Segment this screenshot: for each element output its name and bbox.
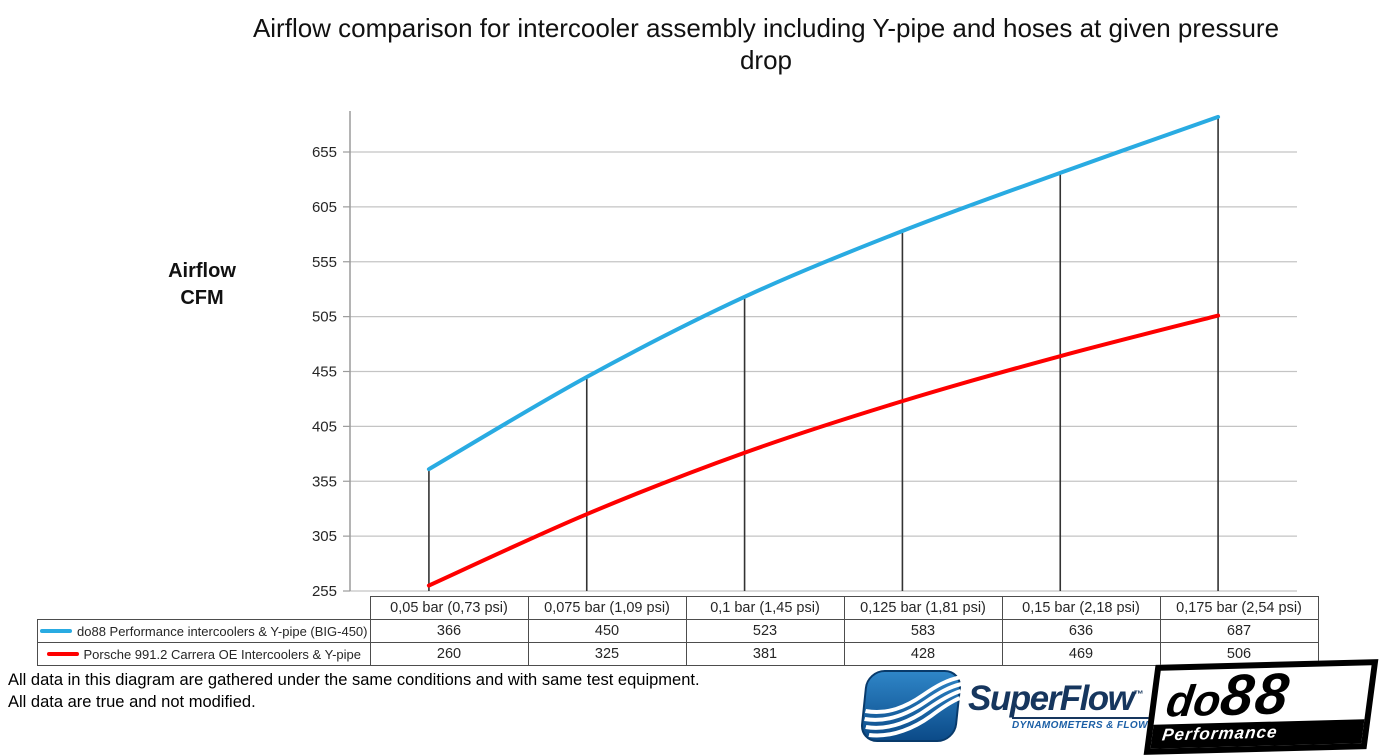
chart-title: Airflow comparison for intercooler assem… [252,13,1280,75]
value-cell: 325 [527,642,687,666]
footer-disclaimer-line2: All data are true and not modified. [8,692,256,711]
legend-cell-porsche: Porsche 991.2 Carrera OE Intercoolers & … [37,642,371,666]
superflow-text-block: SuperFlow™ DYNAMOMETERS & FLOWBENCHES [968,681,1200,731]
legend-cell-do88: do88 Performance intercoolers & Y-pipe (… [37,619,371,643]
value-cell: 428 [843,642,1003,666]
category-cell: 0,1 bar (1,45 psi) [685,596,845,620]
footer-disclaimer: All data in this diagram are gathered un… [8,670,700,714]
svg-text:305: 305 [312,528,337,545]
y-axis-title-line1: Airflow [168,260,236,282]
svg-text:355: 355 [312,473,337,490]
categories-row: 0,05 bar (0,73 psi) 0,075 bar (1,09 psi)… [38,596,1319,620]
y-axis-title-line2: CFM [180,287,224,309]
value-cell: 523 [685,619,845,643]
svg-text:655: 655 [312,144,337,161]
series-swatch-do88 [40,629,72,634]
value-cell: 583 [843,619,1003,643]
series-label-do88: do88 Performance intercoolers & Y-pipe (… [77,623,368,639]
y-axis-title: Airflow CFM [148,258,256,312]
value-cell: 636 [1001,619,1161,643]
do88-performance-bar: Performance [1150,719,1365,749]
value-cell: 366 [369,619,529,643]
value-cell: 381 [685,642,845,666]
table-corner-spacer [38,597,371,620]
superflow-trademark: ™ [1133,689,1144,701]
category-cell: 0,15 bar (2,18 psi) [1001,596,1161,620]
svg-text:605: 605 [312,199,337,216]
superflow-wordmark: SuperFlow™ [968,679,1144,718]
category-cell: 0,075 bar (1,09 psi) [527,596,687,620]
superflow-logo: SuperFlow™ DYNAMOMETERS & FLOWBENCHES [861,666,1200,746]
value-cell: 469 [1001,642,1161,666]
do88-logo: do88 Performance [1143,659,1379,755]
svg-text:255: 255 [312,583,337,600]
category-cell: 0,05 bar (0,73 psi) [369,596,529,620]
svg-text:505: 505 [312,309,337,326]
footer-disclaimer-line1: All data in this diagram are gathered un… [8,671,700,689]
svg-text:455: 455 [312,364,337,381]
category-cell: 0,175 bar (2,54 psi) [1159,596,1319,620]
series-swatch-porsche [46,652,79,657]
svg-text:555: 555 [312,254,337,271]
series-row-porsche: Porsche 991.2 Carrera OE Intercoolers & … [37,642,1319,666]
value-cell: 450 [527,619,687,643]
series-row-do88: do88 Performance intercoolers & Y-pipe (… [37,619,1319,643]
series-label-porsche: Porsche 991.2 Carrera OE Intercoolers & … [83,646,361,662]
svg-text:405: 405 [312,418,337,435]
value-cell: 260 [369,642,529,666]
superflow-wave-icon [861,670,962,742]
do88-wordmark: do88 [1163,661,1295,729]
category-cell: 0,125 bar (1,81 psi) [843,596,1003,620]
data-table: 0,05 bar (0,73 psi) 0,075 bar (1,09 psi)… [37,596,1319,666]
value-cell: 687 [1159,619,1319,643]
superflow-tagline: DYNAMOMETERS & FLOWBENCHES [1012,717,1200,731]
